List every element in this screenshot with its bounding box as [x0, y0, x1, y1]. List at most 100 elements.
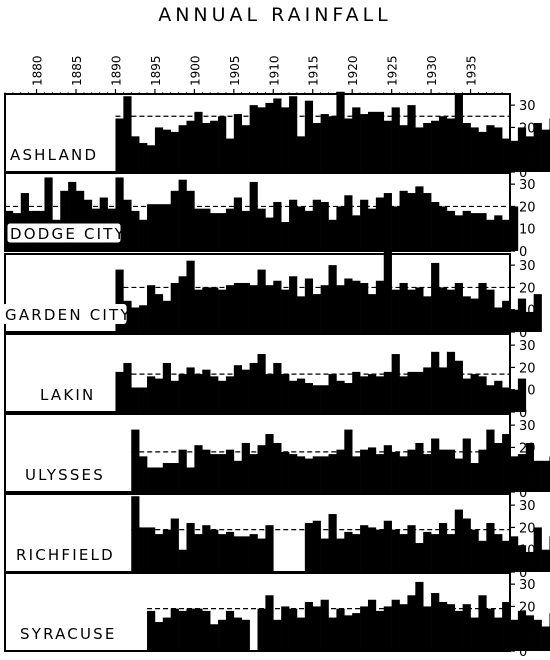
bar-garden-city-1907	[249, 285, 258, 332]
bar-lakin-1923	[375, 376, 385, 412]
bar-ulysses-1915	[312, 456, 321, 492]
bar-syracuse-1928	[415, 581, 424, 651]
bar-richfield-1893	[139, 527, 148, 572]
bar-dodge-city-1881	[44, 177, 53, 251]
bar-syracuse-1927	[407, 595, 416, 651]
bar-dodge-city-1933	[454, 215, 463, 251]
bar-ashland-1892	[131, 136, 140, 172]
bar-dodge-city-1892	[131, 210, 140, 251]
bar-richfield-1914	[304, 522, 314, 572]
bar-garden-city-1897	[170, 282, 179, 332]
y-tick-label: 20	[519, 281, 536, 296]
bar-garden-city-1925	[391, 289, 400, 332]
bar-ashland-1926	[399, 125, 408, 172]
bar-syracuse-1943	[533, 619, 542, 651]
bar-ashland-1902	[210, 120, 219, 172]
bar-ulysses-1901	[202, 449, 211, 492]
bar-lakin-1913	[296, 378, 306, 412]
bar-richfield-1938	[494, 534, 503, 572]
bar-ashland-1921	[360, 114, 369, 172]
bar-garden-city-1933	[454, 282, 463, 332]
bar-lakin-1927	[407, 371, 416, 412]
station-label-syracuse: SYRACUSE	[20, 625, 117, 643]
bar-ashland-1900	[194, 111, 203, 172]
bar-lakin-1893	[139, 387, 148, 412]
bar-dodge-city-1897	[170, 190, 179, 251]
bar-garden-city-1898	[178, 276, 187, 332]
bar-lakin-1938	[494, 380, 503, 412]
bar-garden-city-1917	[328, 265, 337, 332]
bar-lakin-1928	[415, 371, 424, 412]
bar-garden-city-1931	[438, 287, 448, 332]
bar-ulysses-1912	[289, 454, 298, 492]
station-label-garden-city: GARDEN CITY	[5, 306, 132, 324]
bar-lakin-1941	[517, 378, 527, 412]
bar-dodge-city-1913	[296, 206, 306, 251]
bar-dodge-city-1938	[494, 215, 503, 251]
bar-richfield-1931	[438, 522, 448, 572]
bar-richfield-1927	[407, 525, 416, 572]
chart-title: ANNUAL RAINFALL	[158, 4, 392, 26]
bar-ulysses-1903	[218, 454, 227, 492]
bar-dodge-city-1895	[154, 204, 164, 251]
bar-syracuse-1912	[289, 608, 298, 651]
bar-ulysses-1922	[367, 447, 377, 492]
bar-garden-city-1932	[446, 289, 456, 332]
bar-ulysses-1911	[281, 451, 290, 492]
bar-garden-city-1904	[225, 285, 235, 332]
bar-ulysses-1917	[328, 454, 337, 492]
bar-richfield-1915	[312, 520, 321, 572]
bar-ashland-1934	[462, 122, 471, 172]
bar-ashland-1930	[431, 120, 440, 172]
bar-lakin-1890	[115, 371, 124, 412]
bar-richfield-1936	[478, 540, 487, 572]
bar-dodge-city-1900	[194, 208, 203, 251]
bar-ulysses-1913	[296, 456, 306, 492]
bar-syracuse-1913	[296, 617, 306, 651]
bar-ashland-1932	[446, 118, 456, 172]
bar-garden-city-1936	[478, 282, 487, 332]
bar-lakin-1900	[194, 374, 203, 412]
bar-richfield-1908	[257, 538, 266, 572]
bar-ulysses-1892	[131, 429, 140, 492]
bar-lakin-1909	[265, 374, 274, 412]
bar-dodge-city-1901	[202, 208, 211, 251]
x-tick-label: 1910	[267, 55, 281, 86]
bar-richfield-1901	[202, 525, 211, 572]
bar-dodge-city-1937	[486, 219, 495, 251]
bar-syracuse-1894	[147, 610, 156, 651]
bar-dodge-city-1884	[68, 181, 77, 251]
bar-ulysses-1893	[139, 456, 148, 492]
bar-richfield-1939	[502, 540, 511, 572]
bar-ashland-1901	[202, 122, 211, 172]
bar-ulysses-1928	[415, 442, 424, 492]
y-tick-label: 30	[519, 339, 536, 354]
bar-richfield-1933	[454, 509, 463, 572]
bar-lakin-1903	[218, 380, 227, 412]
bar-garden-city-1911	[281, 289, 290, 332]
bar-garden-city-1927	[407, 289, 416, 332]
bar-richfield-1892	[131, 496, 140, 572]
bar-ashland-1910	[273, 98, 282, 172]
bar-ulysses-1918	[336, 449, 345, 492]
bar-garden-city-1909	[265, 285, 274, 332]
bar-ulysses-1914	[304, 458, 314, 492]
bar-ashland-1899	[186, 120, 195, 172]
bar-garden-city-1910	[273, 280, 282, 332]
bar-garden-city-1916	[320, 285, 329, 332]
bar-ashland-1909	[265, 102, 274, 172]
bar-richfield-1897	[170, 518, 179, 572]
bar-ashland-1939	[502, 138, 511, 172]
bar-ulysses-1925	[391, 451, 400, 492]
bar-syracuse-1896	[162, 617, 172, 651]
bar-syracuse-1940	[510, 619, 519, 651]
bar-garden-city-1934	[462, 296, 471, 332]
y-tick-label: 0	[519, 486, 527, 501]
bar-syracuse-1902	[210, 624, 219, 651]
bar-dodge-city-1906	[241, 210, 250, 251]
bar-dodge-city-1934	[462, 210, 471, 251]
bar-ashland-1913	[296, 136, 306, 172]
bar-ulysses-1942	[525, 442, 534, 492]
bar-richfield-1920	[352, 534, 361, 572]
bar-ulysses-1906	[241, 442, 250, 492]
